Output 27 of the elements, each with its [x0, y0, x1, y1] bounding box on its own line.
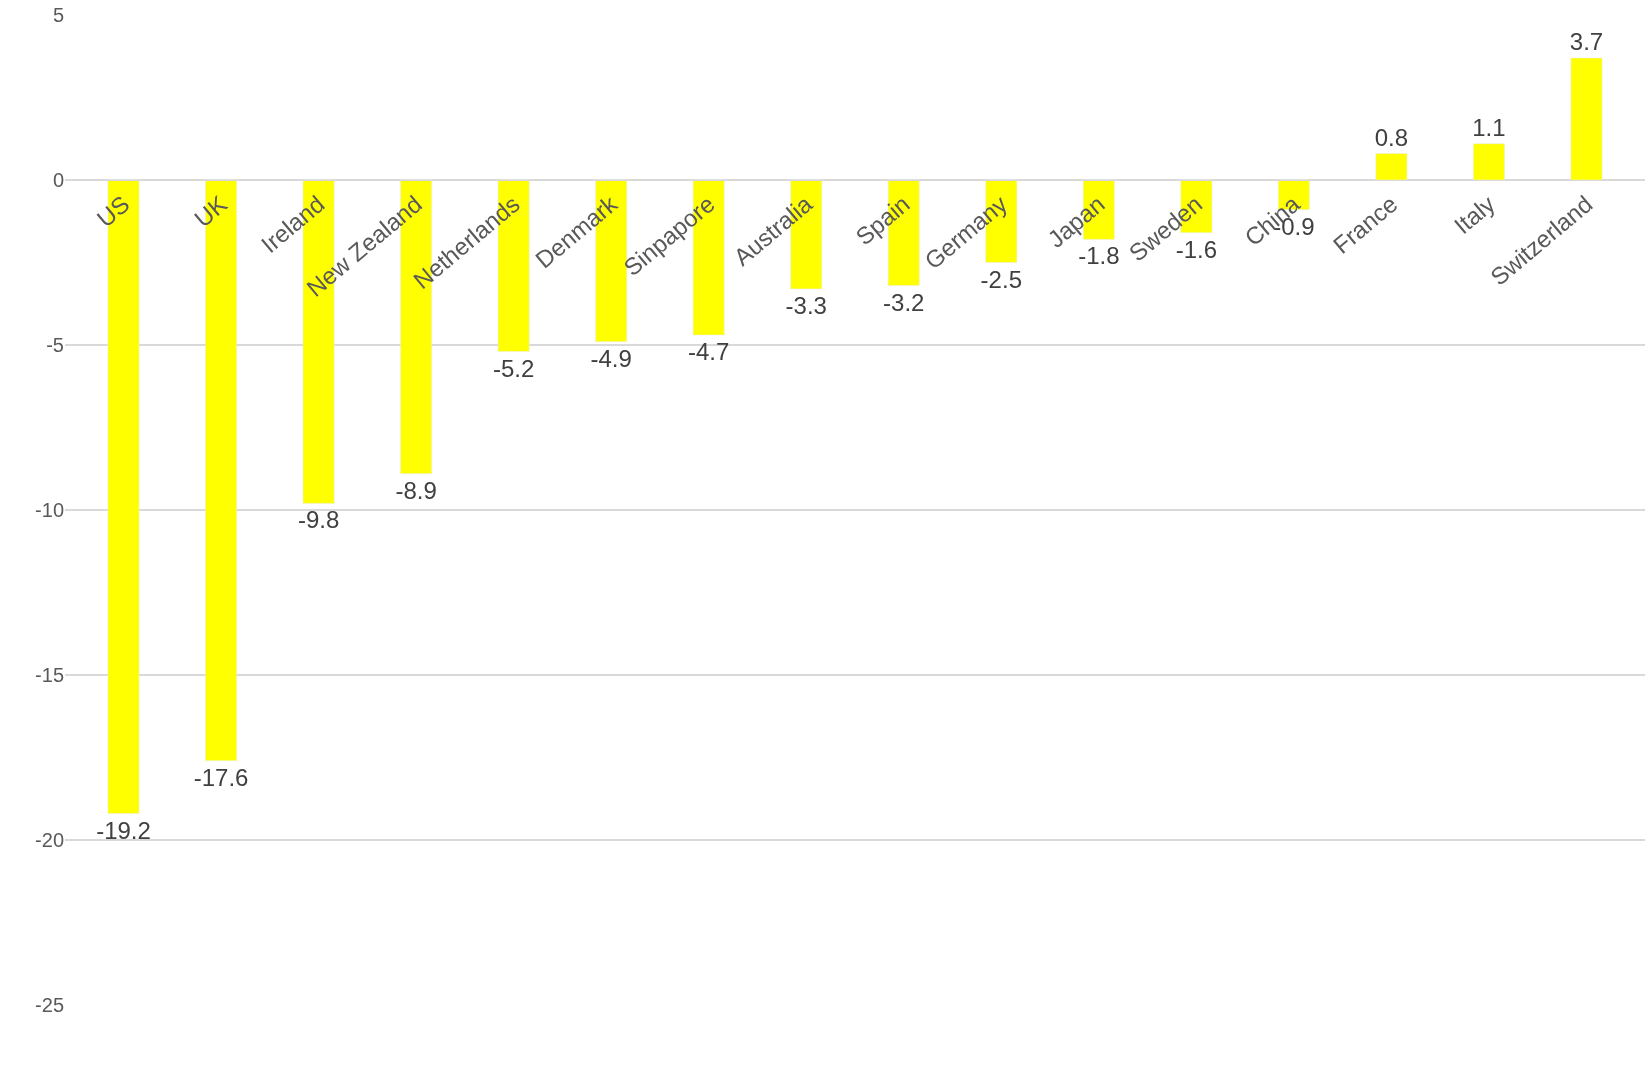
y-tick-label: -15 [35, 664, 64, 686]
y-tick-label: -5 [46, 334, 64, 356]
data-label: -4.9 [590, 344, 632, 372]
x-tick-label: Italy [1448, 190, 1500, 240]
data-label: -5.2 [492, 354, 535, 382]
x-tick-label: UK [189, 190, 232, 233]
y-tick-label: 5 [52, 4, 64, 26]
bar [1473, 143, 1505, 181]
y-tick-label: -25 [35, 994, 64, 1016]
x-tick-label: US [91, 190, 135, 233]
data-label: -2.5 [980, 265, 1022, 293]
bar [1570, 57, 1603, 181]
data-label: 3.7 [1569, 27, 1604, 55]
y-tick-label: 0 [52, 169, 64, 191]
y-tick-label: -20 [35, 829, 64, 851]
data-label: -1.8 [1078, 242, 1120, 270]
data-label: -8.9 [395, 476, 437, 504]
data-label: -19.2 [96, 816, 151, 844]
data-label: 0.8 [1374, 123, 1409, 151]
data-label: 1.1 [1472, 113, 1506, 141]
data-label: -3.2 [883, 288, 925, 316]
data-label: -17.6 [193, 763, 249, 791]
data-label: -9.8 [297, 506, 340, 534]
bar [1375, 153, 1408, 181]
data-label: -4.7 [688, 338, 730, 366]
data-label: -3.3 [785, 291, 827, 319]
y-tick-label: -10 [35, 499, 64, 521]
